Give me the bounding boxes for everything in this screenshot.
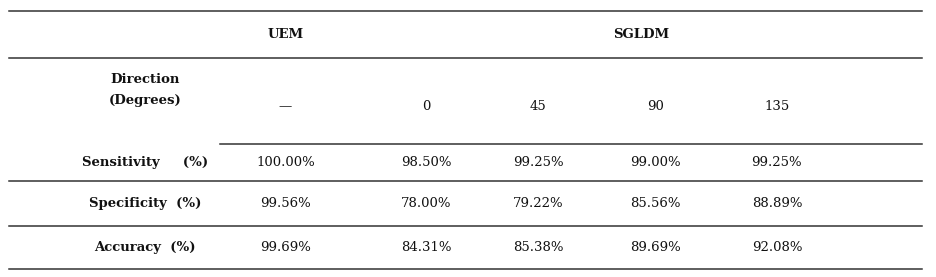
Text: Accuracy  (%): Accuracy (%) — [95, 241, 196, 254]
Text: 89.69%: 89.69% — [630, 241, 680, 254]
Text: 99.56%: 99.56% — [260, 197, 311, 210]
Text: 88.89%: 88.89% — [752, 197, 802, 210]
Text: 0: 0 — [422, 100, 430, 113]
Text: 92.08%: 92.08% — [752, 241, 802, 254]
Text: Specificity  (%): Specificity (%) — [89, 197, 201, 210]
Text: 78.00%: 78.00% — [401, 197, 451, 210]
Text: 85.38%: 85.38% — [513, 241, 563, 254]
Text: 99.25%: 99.25% — [513, 156, 563, 169]
Text: 45: 45 — [530, 100, 547, 113]
Text: 99.25%: 99.25% — [752, 156, 802, 169]
Text: UEM: UEM — [268, 28, 303, 41]
Text: Direction
(Degrees): Direction (Degrees) — [109, 73, 182, 107]
Text: 135: 135 — [765, 100, 789, 113]
Text: Sensitivity     (%): Sensitivity (%) — [82, 156, 208, 169]
Text: SGLDM: SGLDM — [613, 28, 669, 41]
Text: 85.56%: 85.56% — [630, 197, 680, 210]
Text: 84.31%: 84.31% — [401, 241, 451, 254]
Text: —: — — [279, 100, 292, 113]
Text: 90: 90 — [647, 100, 664, 113]
Text: 100.00%: 100.00% — [256, 156, 314, 169]
Text: 99.00%: 99.00% — [630, 156, 680, 169]
Text: 79.22%: 79.22% — [513, 197, 563, 210]
Text: 98.50%: 98.50% — [401, 156, 451, 169]
Text: 99.69%: 99.69% — [260, 241, 311, 254]
